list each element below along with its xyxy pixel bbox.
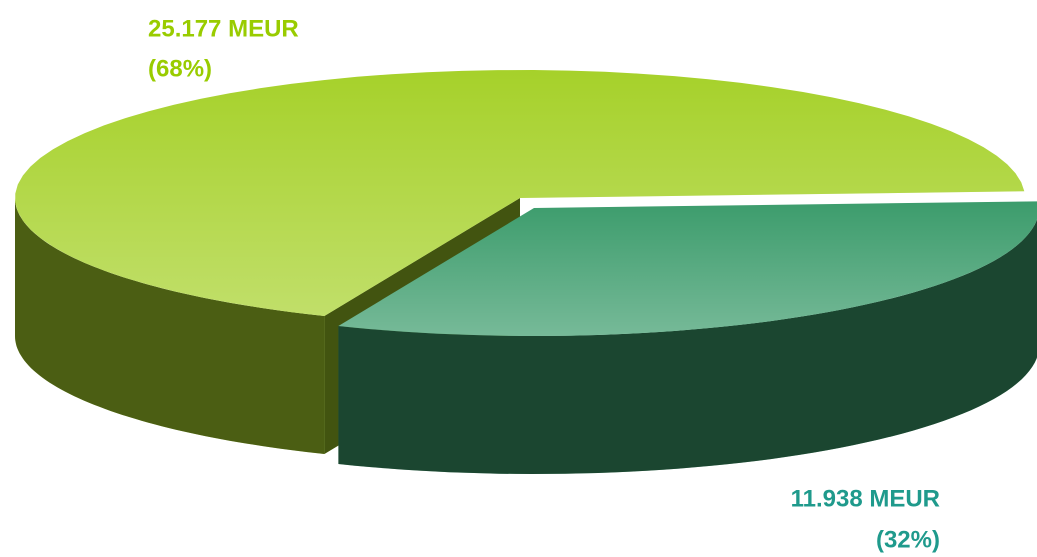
label-percent: (32%) — [876, 526, 940, 553]
label-value: 25.177 MEUR — [148, 15, 299, 42]
slice-top-highlight — [15, 70, 1025, 316]
slice-side-shade — [338, 219, 1037, 474]
slice-side-shade — [15, 198, 325, 454]
slice-top-highlight — [338, 201, 1037, 336]
label-percent: (68%) — [148, 55, 212, 82]
pie — [15, 70, 1037, 474]
label-value: 11.938 MEUR — [791, 485, 940, 512]
